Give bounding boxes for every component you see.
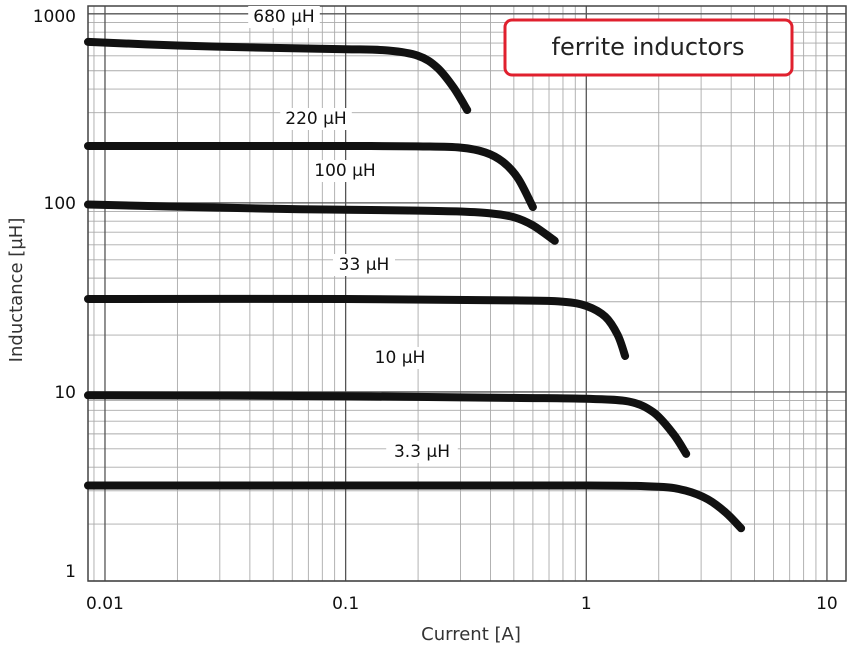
callout-text: ferrite inductors [552,33,745,61]
x-axis-title: Current [A] [421,624,521,645]
curve-label-bg [309,160,381,182]
curve-label-bg [280,108,352,130]
curve-label: 100 µH [314,161,375,181]
x-tick-label: 10 [816,594,838,614]
callout-box: ferrite inductors [503,18,794,77]
y-tick-label: 100 [44,194,76,214]
x-tick-label: 0.01 [86,594,124,614]
curve-label: 680 µH [253,7,314,27]
curve-680uH [84,37,472,114]
curve-label: 3.3 µH [394,442,450,462]
curve-label: 33 µH [339,255,390,275]
curve-label-bg [369,347,431,369]
minor-grid [88,6,846,581]
curve-3.3uH [84,481,746,533]
y-tick-labels: 1 10 100 1000 [33,7,76,582]
y-tick-label: 10 [54,383,76,403]
x-tick-label: 1 [581,594,592,614]
curve-10uH [84,391,691,458]
curve-label-bg [386,441,458,463]
curve-labels: 680 µH 220 µH 100 µH 33 µH 10 µH 3.3 µH [248,6,458,463]
y-tick-label: 1000 [33,7,76,27]
callout-border [503,18,794,77]
y-axis-title: Inductance [µH] [6,218,27,363]
curve-label: 220 µH [285,109,346,129]
curve-label: 10 µH [375,348,426,368]
curve-33uH [84,294,630,360]
curve-100uH [84,200,559,245]
y-tick-label: 1 [65,562,76,582]
curve-label-bg [248,6,320,28]
curve-220uH [84,141,537,212]
x-tick-labels: 0.01 0.1 1 10 [86,594,838,614]
plot-frame [87,5,847,582]
major-grid [88,6,846,582]
curve-label-bg [333,254,395,276]
curves [84,37,746,533]
x-tick-label: 0.1 [332,594,359,614]
